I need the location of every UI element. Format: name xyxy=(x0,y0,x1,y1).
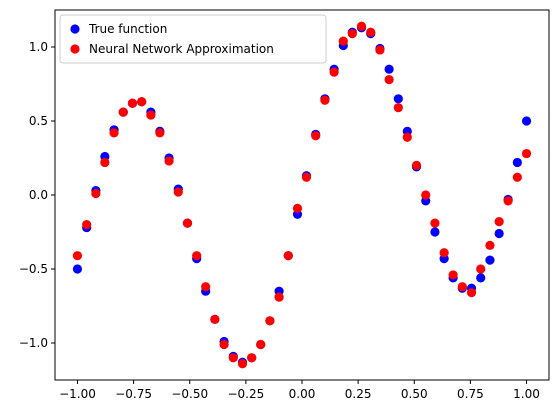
nn-approximation-point xyxy=(421,190,431,200)
nn-approximation-point xyxy=(430,218,440,228)
nn-approximation-point xyxy=(247,353,257,363)
nn-approximation-point xyxy=(347,29,357,39)
nn-approximation-point xyxy=(320,95,330,105)
legend-marker xyxy=(70,24,80,34)
nn-approximation-point xyxy=(173,187,183,197)
y-tick-label: 0.5 xyxy=(29,114,48,128)
nn-approximation-point xyxy=(201,282,211,292)
nn-approximation-point xyxy=(356,21,367,31)
plot-frame xyxy=(54,9,550,381)
nn-approximation-point xyxy=(338,36,348,46)
nn-approximation-point xyxy=(118,107,128,117)
x-tick-label: 0.00 xyxy=(289,387,316,401)
true-function-point xyxy=(485,255,495,265)
nn-approximation-point xyxy=(127,98,138,108)
nn-approximation-point xyxy=(466,288,477,298)
nn-approximation-point xyxy=(402,132,412,142)
y-tick-label: 1.0 xyxy=(29,40,48,54)
nn-approximation-point xyxy=(219,339,229,350)
x-tick-label: 0.50 xyxy=(401,387,428,401)
legend-label: Neural Network Approximation xyxy=(89,42,274,56)
nn-approximation-point xyxy=(411,160,422,170)
nn-approximation-point xyxy=(109,128,119,138)
true-function-point xyxy=(521,116,532,126)
nn-approximation-point xyxy=(182,218,193,228)
nn-approximation-point xyxy=(237,359,248,369)
nn-approximation-point xyxy=(476,264,486,274)
y-axis-ticks: −1.0 −0.5 0.0 0.5 1.0 xyxy=(19,40,55,350)
nn-approximation-point xyxy=(82,220,92,230)
nn-approximation-point xyxy=(366,27,376,37)
legend-label: True function xyxy=(88,22,167,36)
nn-approximation-point xyxy=(91,188,101,199)
nn-approximation-point xyxy=(72,251,83,261)
legend-marker xyxy=(70,44,80,54)
true-function-point xyxy=(494,228,504,239)
x-tick-label: −0.75 xyxy=(115,387,152,401)
x-tick-label: 1.00 xyxy=(513,387,540,401)
nn-approximation-point xyxy=(375,45,385,55)
y-tick-label: −1.0 xyxy=(19,336,48,350)
nn-approximation-point xyxy=(329,67,339,77)
nn-approximation-point xyxy=(485,240,495,250)
nn-approximation-point xyxy=(146,110,156,120)
data-points xyxy=(72,21,532,369)
nn-approximation-point xyxy=(512,172,522,182)
series-true-function xyxy=(72,23,532,367)
nn-approximation-point xyxy=(448,270,458,280)
nn-approximation-point xyxy=(192,251,202,261)
x-tick-label: −0.25 xyxy=(227,387,264,401)
nn-approximation-point xyxy=(384,74,394,85)
nn-approximation-point xyxy=(283,251,293,261)
nn-approximation-point xyxy=(521,148,532,159)
nn-approximation-point xyxy=(494,217,504,227)
nn-approximation-point xyxy=(301,172,312,182)
x-tick-label: 0.75 xyxy=(457,387,484,401)
true-function-point xyxy=(476,273,486,283)
true-function-point xyxy=(512,157,522,168)
true-function-point xyxy=(393,94,403,104)
true-function-point xyxy=(384,64,394,74)
legend-box xyxy=(59,14,327,64)
nn-approximation-point xyxy=(439,248,449,258)
nn-approximation-point xyxy=(228,353,238,363)
nn-approximation-point xyxy=(292,203,303,213)
nn-approximation-point xyxy=(265,316,275,326)
true-function-point xyxy=(72,264,83,274)
series-nn-approximation xyxy=(72,21,532,369)
nn-approximation-point xyxy=(100,157,110,168)
nn-approximation-point xyxy=(137,97,147,107)
true-function-point xyxy=(430,227,440,237)
nn-approximation-point xyxy=(274,292,284,302)
nn-approximation-point xyxy=(457,282,467,292)
x-axis-ticks: −1.00 −0.75 −0.50 −0.25 0.00 0.25 0.50 0.75 1.00 xyxy=(59,380,540,401)
x-tick-label: 0.25 xyxy=(345,387,372,401)
y-tick-label: −0.5 xyxy=(19,262,48,276)
x-tick-label: −1.00 xyxy=(59,387,96,401)
nn-approximation-point xyxy=(393,103,403,113)
nn-approximation-point xyxy=(256,339,266,350)
nn-approximation-point xyxy=(164,156,174,166)
nn-approximation-point xyxy=(155,128,165,138)
y-tick-label: 0.0 xyxy=(29,188,48,202)
x-tick-label: −0.50 xyxy=(171,387,208,401)
nn-approximation-point xyxy=(210,314,220,324)
nn-approximation-point xyxy=(503,196,513,206)
nn-approximation-point xyxy=(311,131,321,141)
legend: True function Neural Network Approximatio… xyxy=(59,14,327,64)
